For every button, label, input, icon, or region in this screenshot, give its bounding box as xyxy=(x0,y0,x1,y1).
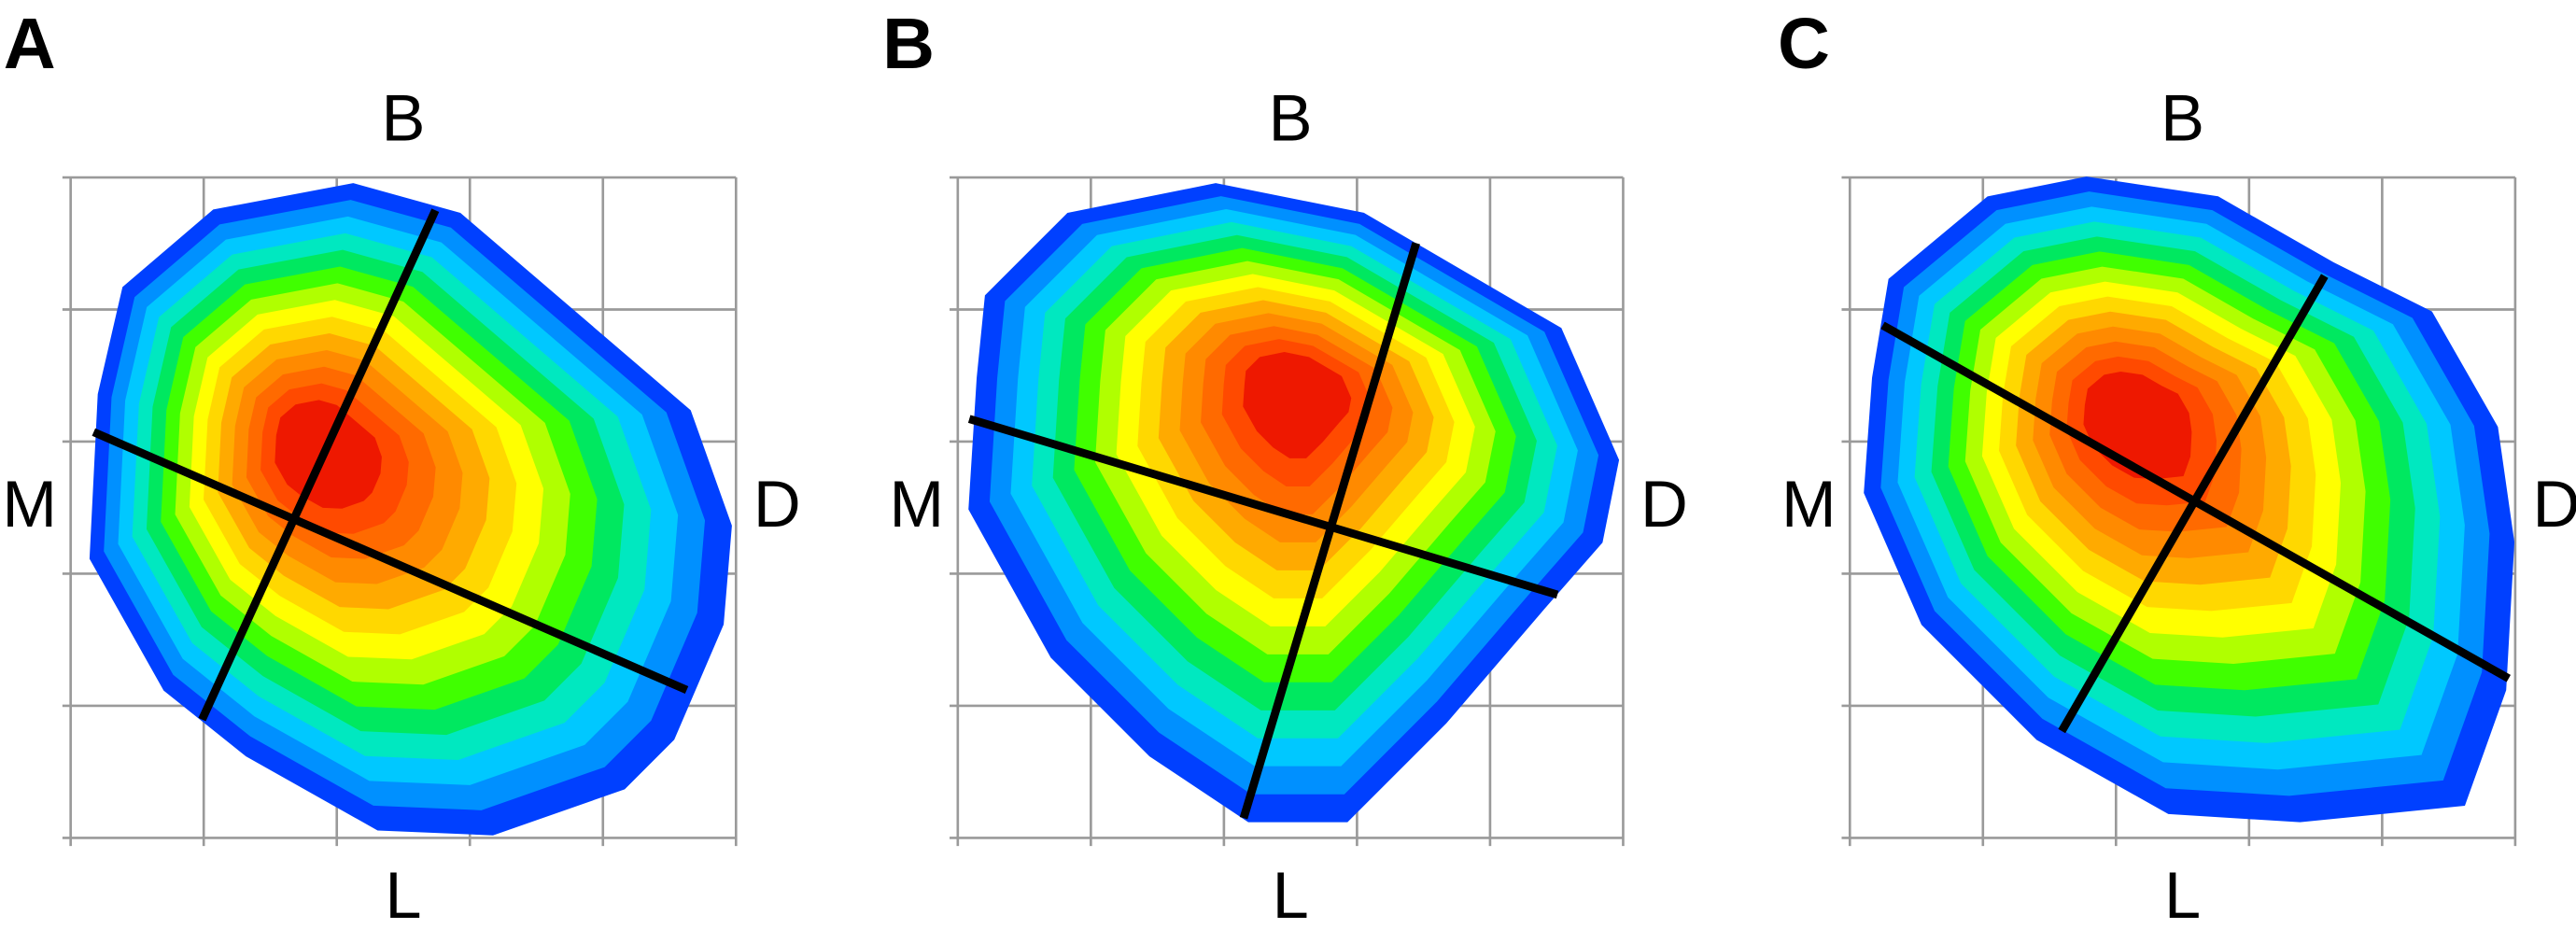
direction-label: M xyxy=(890,467,945,541)
axis-line xyxy=(91,428,689,695)
direction-label: L xyxy=(1273,858,1309,932)
direction-label: L xyxy=(2164,858,2201,932)
panel: C B L M D xyxy=(1778,4,2576,932)
direction-label: D xyxy=(2532,467,2576,541)
direction-label: D xyxy=(1640,467,1688,541)
axis-line xyxy=(967,415,1559,599)
direction-label: B xyxy=(2161,81,2204,155)
panel: B B L M D xyxy=(882,4,1688,932)
axis-line xyxy=(1239,242,1420,820)
direction-label: L xyxy=(385,858,421,932)
direction-label: M xyxy=(1781,467,1837,541)
direction-label: B xyxy=(381,81,425,155)
direction-label: D xyxy=(753,467,801,541)
axis-line xyxy=(2058,274,2329,734)
axis-line xyxy=(198,208,440,722)
panel: A B L M D xyxy=(2,4,800,932)
contour xyxy=(1243,352,1352,458)
panel-letter: C xyxy=(1778,4,1830,84)
panel-letter: A xyxy=(4,4,56,84)
direction-label: M xyxy=(2,467,57,541)
direction-label: B xyxy=(1269,81,1313,155)
panel-letter: B xyxy=(882,4,935,84)
contour xyxy=(274,400,382,509)
